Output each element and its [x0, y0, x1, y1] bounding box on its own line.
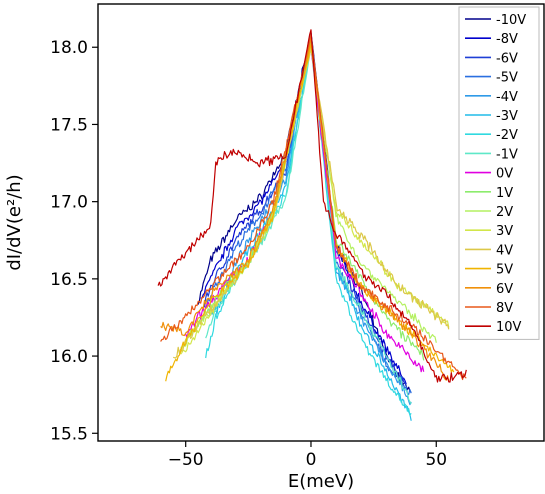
y-tick-label: 16.5: [50, 270, 88, 290]
x-tick-label: 50: [425, 450, 447, 470]
y-axis-label: dI/dV(e²/h): [4, 174, 25, 270]
legend-label: 1V: [496, 186, 513, 201]
x-tick-label: 0: [306, 450, 317, 470]
y-tick-label: 17.0: [50, 193, 88, 213]
series-line--5V: [205, 37, 412, 395]
legend: -10V -8V -6V -5V -4V -3V -2V -1V 0V 1V 2V 3V 4V 5V 6V 8…: [458, 6, 540, 340]
legend-label: -8V: [496, 32, 518, 47]
series-line-10V: [157, 29, 467, 383]
x-axis-label: E(meV): [288, 471, 354, 492]
legend-label: -5V: [496, 71, 518, 86]
series-line-6V: [160, 37, 450, 382]
legend-label: -3V: [496, 109, 518, 124]
legend-label: 5V: [496, 263, 513, 278]
legend-label: -6V: [496, 51, 518, 66]
legend-label: -2V: [496, 128, 518, 143]
series-line-3V: [180, 47, 450, 355]
legend-label: 8V: [496, 301, 513, 316]
legend-label: 4V: [496, 243, 513, 258]
legend-label: 2V: [496, 205, 513, 220]
series-line-2V: [180, 47, 437, 349]
plot-frame: [97, 3, 545, 442]
series-line-0V: [185, 47, 425, 373]
legend-label: -10V: [496, 13, 526, 28]
y-tick-label: 15.5: [50, 424, 88, 444]
y-tick-label: 18.0: [50, 38, 88, 58]
x-tick-label: −50: [168, 450, 204, 470]
legend-label: 3V: [496, 224, 513, 239]
series-line-5V: [165, 44, 455, 382]
series-layer: [157, 29, 467, 421]
ticks-layer: −50 0 50 15.5 16.0 16.5 17.0 17.5 18.0: [50, 38, 447, 470]
y-tick-label: 17.5: [50, 115, 88, 135]
legend-label: -1V: [496, 147, 518, 162]
legend-label: 0V: [496, 167, 513, 182]
legend-label: 6V: [496, 282, 513, 297]
y-tick-label: 16.0: [50, 347, 88, 367]
legend-label: -4V: [496, 90, 518, 105]
legend-label: 10V: [496, 320, 522, 335]
